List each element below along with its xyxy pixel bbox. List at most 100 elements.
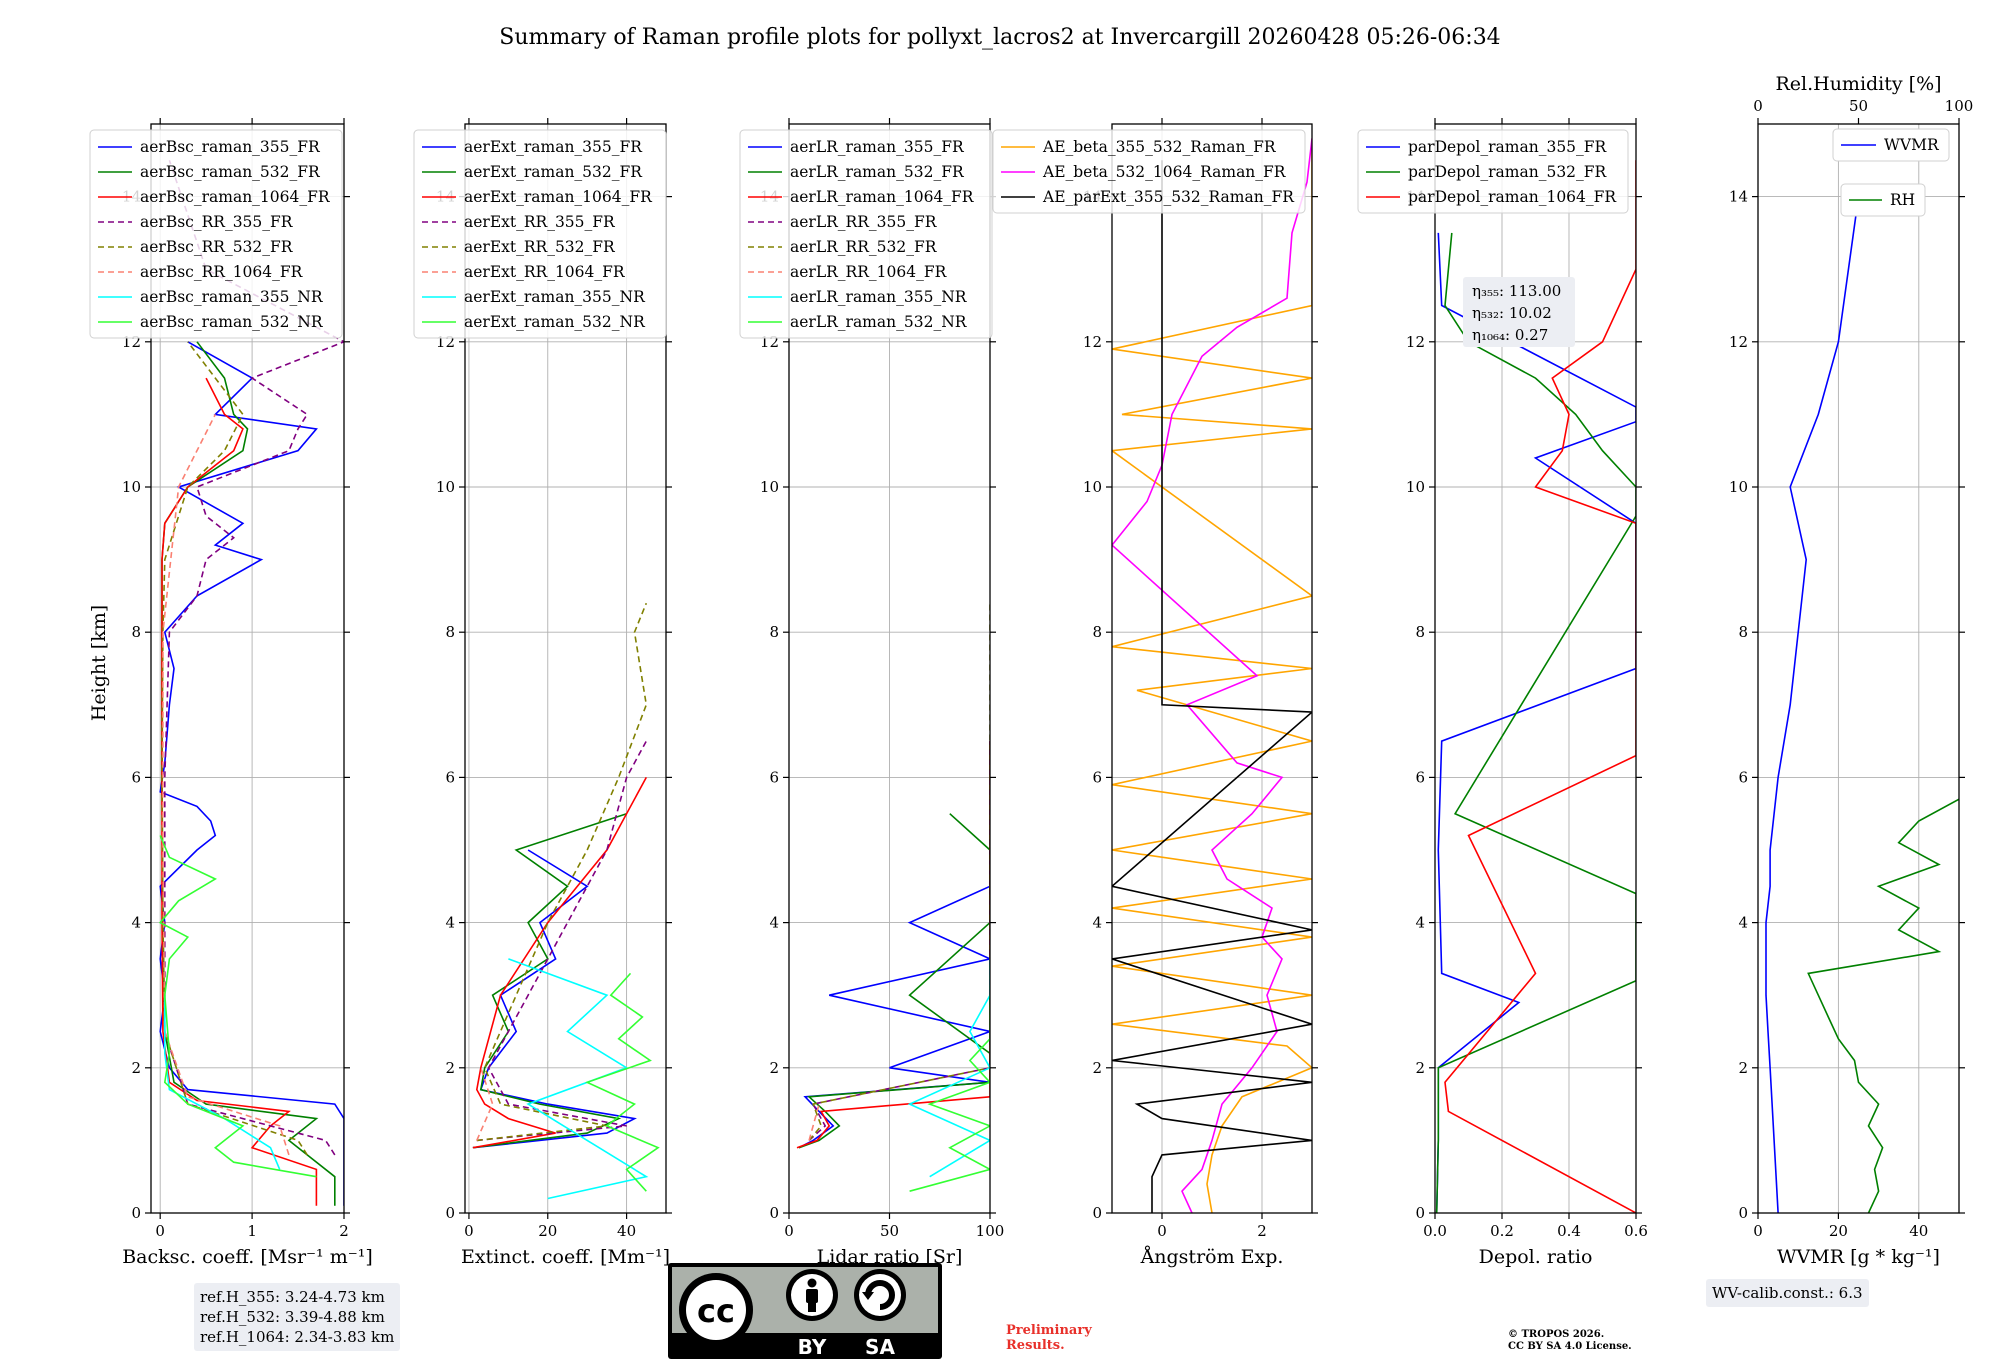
legend-label: aerBsc_raman_532_FR [140, 163, 321, 181]
axes-frame [150, 123, 345, 1214]
x-axis-label: WVMR [g * kg⁻¹] [1777, 1246, 1940, 1268]
legend-label: parDepol_raman_532_FR [1408, 163, 1608, 181]
legend-wvmr: WVMR [1832, 128, 1950, 162]
series-line-aerExt_RR_532_FR [476, 602, 648, 1142]
series-group [158, 160, 344, 1206]
x-axis-label: Extinct. coeff. [Mm⁻¹] [461, 1246, 670, 1268]
top-x-tick-label: 50 [1849, 97, 1868, 115]
legend-label: aerLR_raman_1064_FR [790, 188, 975, 206]
sa-label: SA [865, 1335, 895, 1359]
legend-label: aerExt_raman_355_FR [464, 138, 643, 156]
y-tick-label: 0 [1415, 1204, 1425, 1222]
series-line-aerLR_RR_1064_FR [808, 1103, 820, 1141]
x-tick-label: 100 [976, 1222, 1005, 1240]
axes-frame [464, 123, 667, 1214]
x-tick-label: 40 [1909, 1222, 1928, 1240]
legend-label: aerExt_raman_355_NR [464, 288, 646, 306]
wv-calibration-box: WV-calib.const.: 6.3 [1706, 1279, 1869, 1307]
legend-rh: RH [1840, 183, 1926, 217]
series-line-aerExt_raman_355_FR [472, 849, 637, 1149]
series-line-aerBsc_RR_1064_FR [162, 414, 290, 1156]
y-tick-label: 6 [131, 768, 141, 786]
legend-label: aerBsc_raman_355_FR [140, 138, 321, 156]
y-tick-label: 2 [131, 1059, 141, 1077]
x-axis-label: Lidar ratio [Sr] [817, 1246, 963, 1268]
annotation-line: η₃₅₅: 113.00 [1472, 282, 1561, 300]
series-line-parDepol_raman_355_FR [1435, 232, 1636, 1213]
cc-by-sa-logo: cc BY SA [668, 1263, 942, 1359]
x-tick-label: 0.2 [1490, 1222, 1514, 1240]
legend-label: aerLR_RR_1064_FR [790, 263, 948, 281]
y-tick-label: 6 [1092, 768, 1102, 786]
annotation-line: η₁₀₆₄: 0.27 [1472, 326, 1548, 344]
y-tick-label: 4 [1415, 914, 1425, 932]
ref-height-1064: ref.H_1064: 2.34-3.83 km [200, 1328, 395, 1346]
axes-frame [1434, 123, 1637, 1214]
series-line-aerLR_raman_532_FR [798, 813, 990, 1149]
depol-annotation: η₃₅₅: 113.00 η₅₃₂: 10.02 η₁₀₆₄: 0.27 [1463, 277, 1575, 347]
legend-label: aerExt_RR_355_FR [464, 213, 616, 231]
annotation-line: η₅₃₂: 10.02 [1472, 304, 1552, 322]
x-axis-label: Depol. ratio [1479, 1246, 1593, 1268]
annotation-box [1463, 277, 1575, 347]
series-line-RH [1807, 798, 1959, 1213]
x-tick-label: 0 [1753, 1222, 1763, 1240]
top-x-tick-label: 0 [1753, 97, 1763, 115]
copyright-line-2: CC BY SA 4.0 License. [1508, 1341, 1632, 1352]
x-tick-label: 2 [1257, 1222, 1267, 1240]
series-line-parDepol_raman_1064_FR [1444, 160, 1636, 1213]
preliminary-note: Preliminary Results. [1006, 1323, 1092, 1353]
panels: 02468101214012Backsc. coeff. [Msr⁻¹ m⁻¹]… [89, 73, 1973, 1268]
legend-label: aerBsc_RR_355_FR [140, 213, 294, 231]
x-tick-label: 50 [880, 1222, 899, 1240]
figure-title: Summary of Raman profile plots for polly… [499, 25, 1500, 50]
by-label: BY [798, 1335, 827, 1359]
panel-water_vapor: 0 2 4 6 8 10 12 14 0 20 40 WVMR [g * kg⁻¹] 0 50 100Rel… [1729, 73, 1973, 1268]
y-tick-label: 2 [445, 1059, 455, 1077]
legend-label: aerBsc_RR_532_FR [140, 238, 294, 256]
x-tick-label: 0 [1157, 1222, 1167, 1240]
y-tick-label: 6 [1415, 768, 1425, 786]
legend-frame [1832, 128, 1950, 162]
series-line-aerExt_raman_355_NR [508, 958, 649, 1200]
series-line-aerLR_raman_532_NR [909, 995, 990, 1192]
series-line-aerExt_raman_1064_FR [472, 777, 648, 1149]
copyright-line-1: © TROPOS 2026. [1508, 1329, 1605, 1340]
series-line-aerExt_RR_1064_FR [476, 1067, 494, 1141]
series-group [1112, 138, 1312, 1213]
reference-height-box: ref.H_355: 3.24-4.73 km ref.H_532: 3.39-… [194, 1283, 401, 1351]
legend-label: WVMR [1884, 136, 1940, 154]
series-line-aerExt_RR_355_FR [476, 740, 648, 1142]
y-tick-label: 0 [131, 1204, 141, 1222]
y-tick-label: 10 [436, 478, 455, 496]
y-tick-label: 8 [769, 623, 779, 641]
series-line-aerExt_raman_532_NR [585, 972, 660, 1192]
legend-label: aerLR_RR_355_FR [790, 213, 938, 231]
x-axis-label: Ångström Exp. [1140, 1246, 1284, 1268]
cc-label: cc [697, 1292, 735, 1330]
x-tick-label: 2 [339, 1222, 349, 1240]
legend-label: aerBsc_raman_1064_FR [140, 188, 331, 206]
y-tick-label: 10 [122, 478, 141, 496]
y-tick-label: 14 [1729, 188, 1748, 206]
y-tick-label: 2 [1415, 1059, 1425, 1077]
legend-label: aerBsc_RR_1064_FR [140, 263, 304, 281]
series-line-aerBsc_raman_532_NR [158, 835, 317, 1178]
series-line-aerBsc_raman_532_FR [161, 341, 336, 1206]
y-tick-label: 12 [1406, 333, 1425, 351]
series-line-aerLR_raman_355_FR [798, 850, 990, 1149]
series-line-AE_parExt_355_532_Raman_FR [1112, 160, 1312, 1213]
y-axis-label: Height [km] [88, 605, 110, 721]
x-tick-label: 0.6 [1624, 1222, 1648, 1240]
legend: parDepol_raman_355_FR parDepol_raman_532_… [1357, 129, 1629, 214]
y-tick-label: 8 [1415, 623, 1425, 641]
legend-label: aerExt_RR_1064_FR [464, 263, 626, 281]
x-tick-label: 0.0 [1423, 1222, 1447, 1240]
legend-label: aerBsc_raman_532_NR [140, 313, 324, 331]
y-tick-label: 12 [1083, 333, 1102, 351]
y-tick-label: 10 [760, 478, 779, 496]
series-line-aerLR_RR_532_FR [808, 603, 990, 1141]
y-tick-label: 6 [769, 768, 779, 786]
series-group [1765, 196, 1959, 1213]
